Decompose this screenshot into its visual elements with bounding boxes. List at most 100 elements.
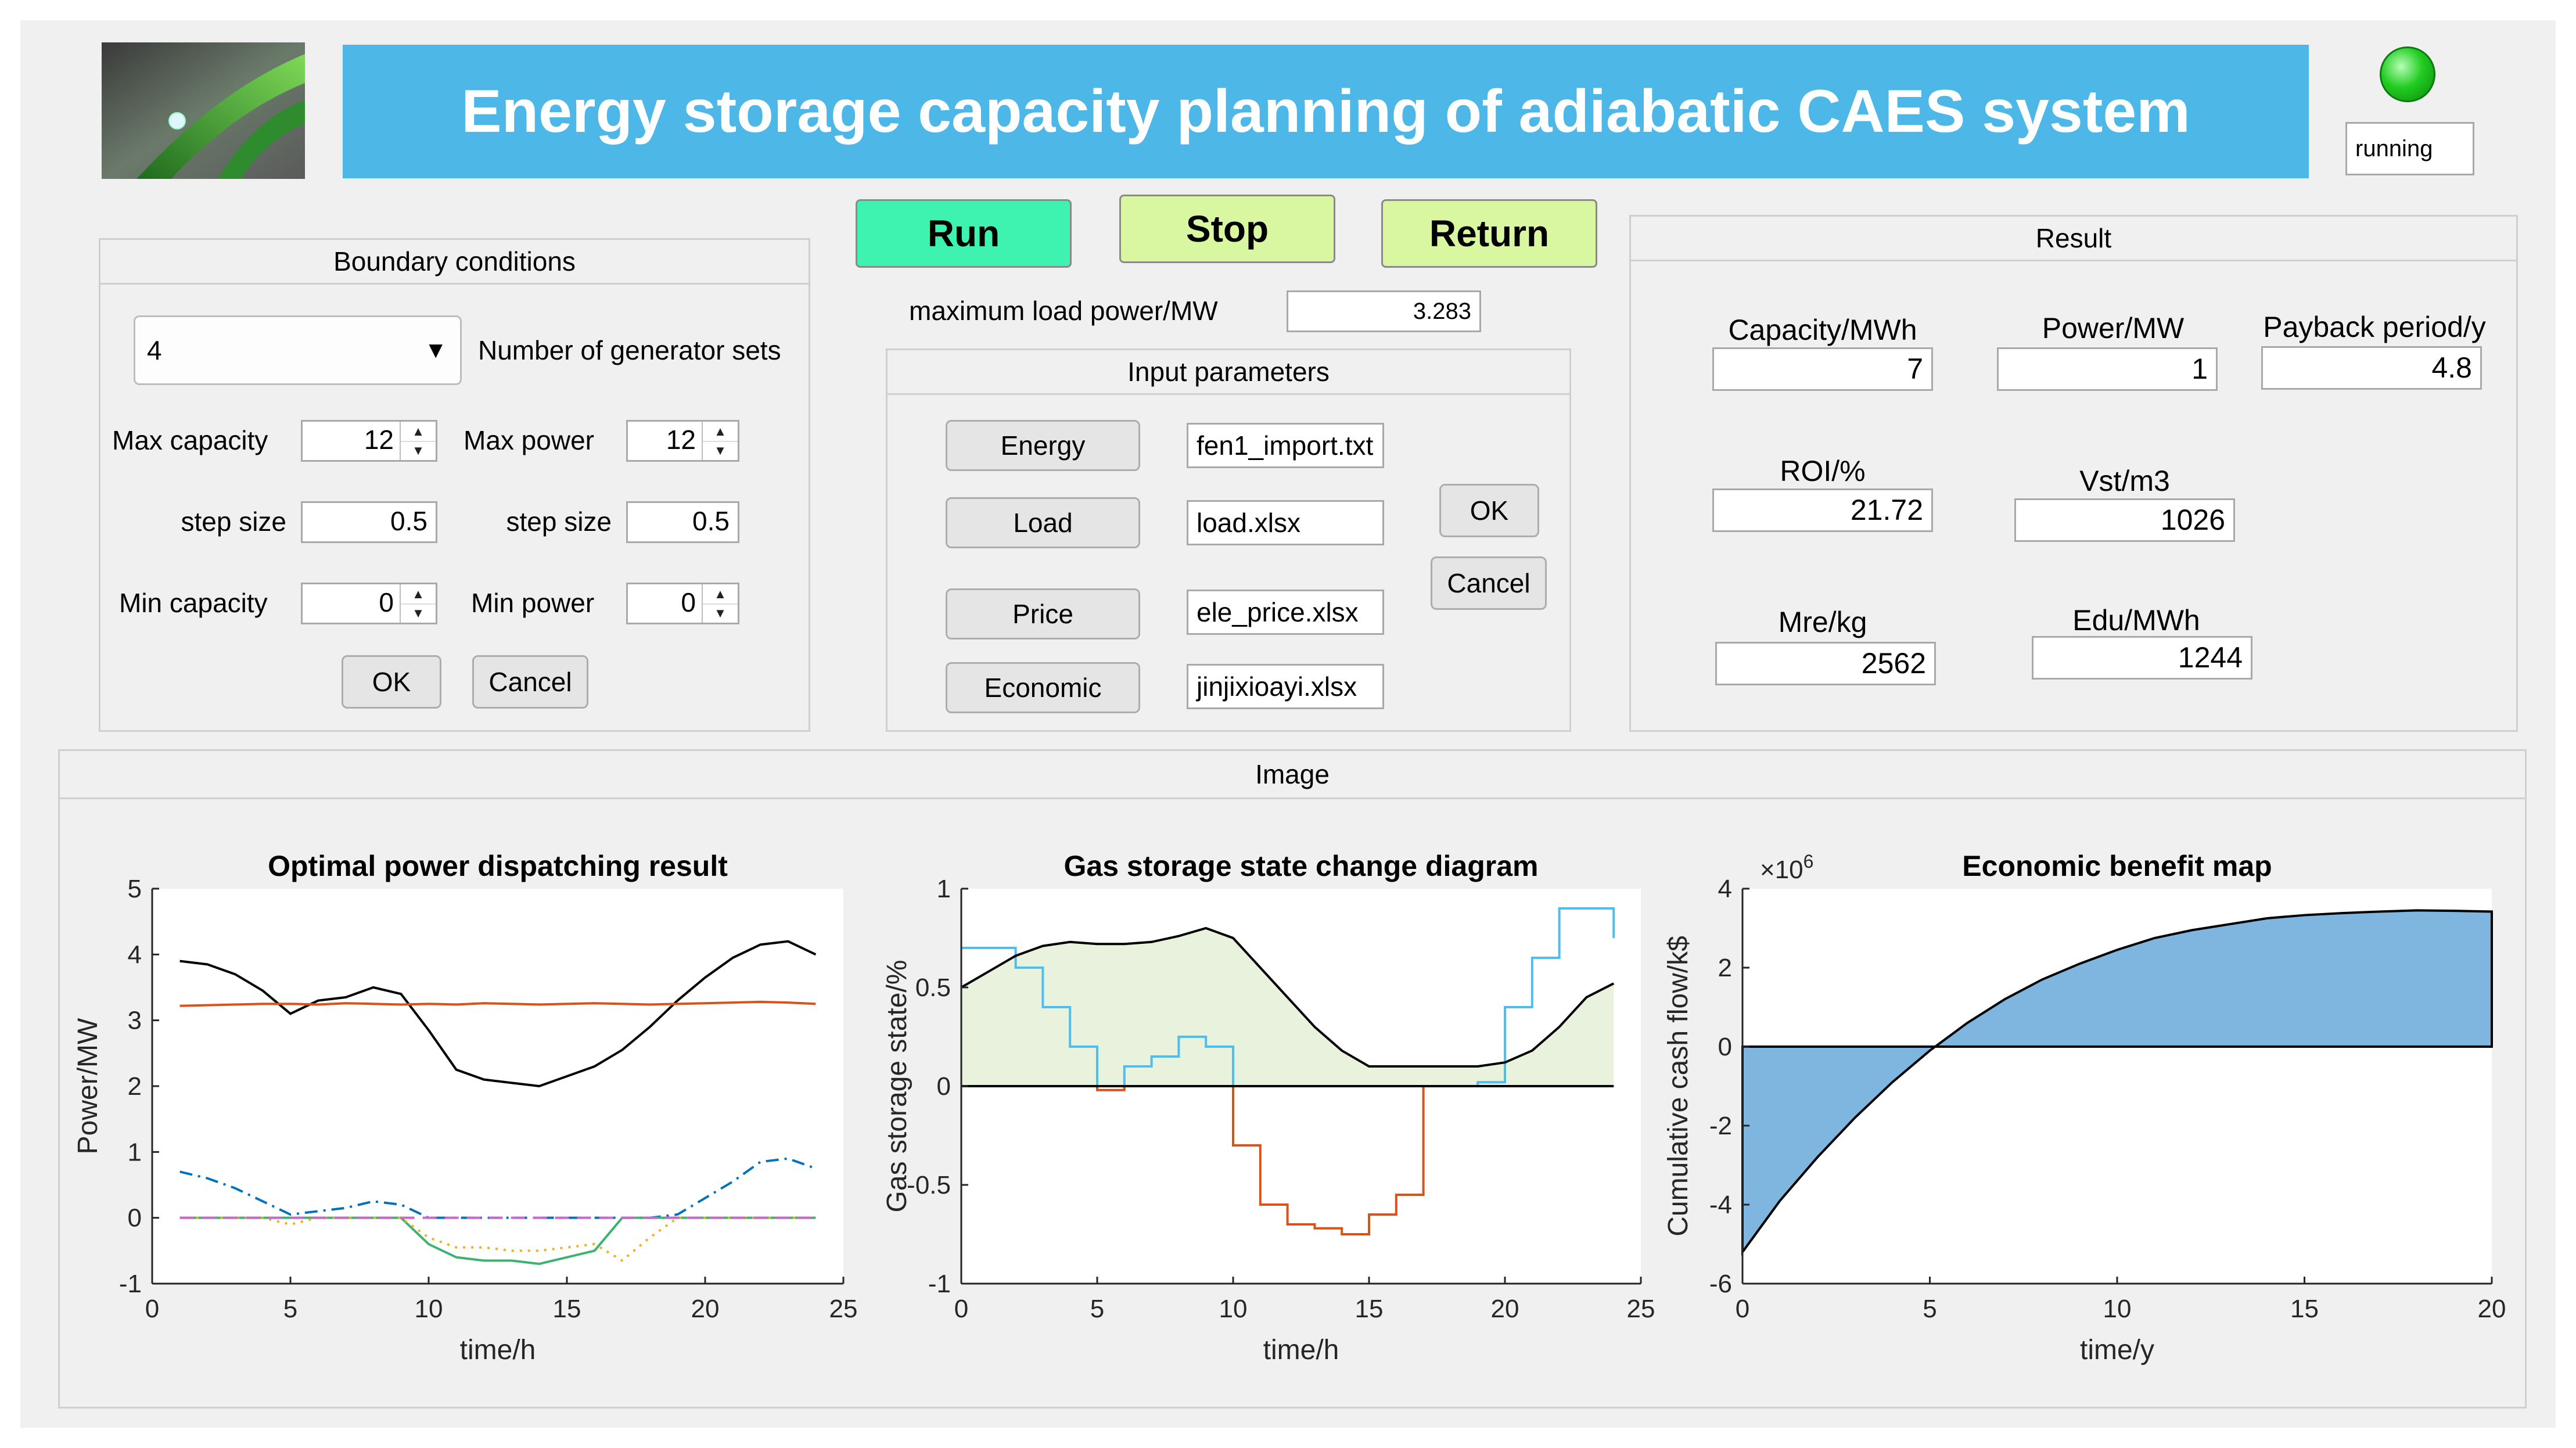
energy-button[interactable]: Energy <box>946 420 1140 471</box>
spinner-up-icon[interactable]: ▲ <box>401 584 436 605</box>
max-load-label: maximum load power/MW <box>909 296 1218 326</box>
input-parameters-title: Input parameters <box>888 350 1569 395</box>
input-ok-button[interactable]: OK <box>1439 484 1539 537</box>
chart-title: Economic benefit map <box>1962 850 2272 882</box>
spinner-down-icon[interactable]: ▼ <box>412 443 425 458</box>
x-tick-label: 25 <box>829 1295 858 1323</box>
plot-area <box>152 889 843 1284</box>
logo-image <box>102 42 305 179</box>
x-axis-label: time/y <box>2080 1335 2154 1366</box>
app-window: Energy storage capacity planning of adia… <box>20 20 2556 1428</box>
max-power-value: 12 <box>666 425 696 455</box>
max-capacity-spinner[interactable]: 12 ▲ ▼ <box>301 420 437 462</box>
x-tick-label: 20 <box>2478 1295 2506 1323</box>
payback-field: 4.8 <box>2261 346 2482 390</box>
x-tick-label: 20 <box>1491 1295 1519 1323</box>
run-button[interactable]: Run <box>856 199 1072 268</box>
chart-title: Gas storage state change diagram <box>1064 850 1539 882</box>
load-file-field[interactable]: load.xlsx <box>1187 500 1384 545</box>
roi-label: ROI/% <box>1780 455 1866 487</box>
load-button[interactable]: Load <box>946 497 1140 548</box>
min-capacity-spinner[interactable]: 0 ▲ ▼ <box>301 583 437 624</box>
energy-file-field[interactable]: fen1_import.txt <box>1187 423 1384 468</box>
y-axis-label: Gas storage state/% <box>882 960 912 1213</box>
series-line-1 <box>179 1000 816 1007</box>
axis-multiplier: ×106 <box>1760 851 1813 884</box>
image-panel-title: Image <box>60 751 2525 799</box>
result-title: Result <box>1631 217 2516 261</box>
max-power-spinner[interactable]: 12 ▲ ▼ <box>626 420 739 462</box>
spinner-down-icon[interactable]: ▼ <box>714 443 727 458</box>
economic-file-field[interactable]: jinjixioayi.xlsx <box>1187 664 1384 709</box>
min-power-spinner[interactable]: 0 ▲ ▼ <box>626 583 739 624</box>
stop-button[interactable]: Stop <box>1119 195 1335 263</box>
payback-label: Payback period/y <box>2263 311 2486 343</box>
x-tick-label: 15 <box>1355 1295 1384 1323</box>
y-tick-label: 0 <box>937 1072 951 1101</box>
chart-title: Optimal power dispatching result <box>268 850 728 882</box>
input-cancel-button[interactable]: Cancel <box>1431 556 1547 610</box>
y-tick-label: 1 <box>937 875 951 903</box>
step-size-power-field[interactable]: 0.5 <box>626 501 739 543</box>
boundary-ok-button[interactable]: OK <box>342 655 441 709</box>
y-tick-label: -2 <box>1709 1112 1732 1140</box>
spinner-up-icon[interactable]: ▲ <box>401 422 436 442</box>
spinner-up-icon[interactable]: ▲ <box>703 584 738 605</box>
x-tick-label: 15 <box>553 1295 581 1323</box>
y-tick-label: 2 <box>1718 954 1732 982</box>
gas-state-line <box>960 926 1615 1068</box>
x-tick-label: 0 <box>954 1295 968 1323</box>
economic-button[interactable]: Economic <box>946 662 1140 713</box>
step-size-label-capacity: step size <box>181 506 286 537</box>
status-field: running <box>2345 122 2474 175</box>
status-light-icon <box>2380 46 2435 102</box>
vst-label: Vst/m3 <box>2079 465 2170 497</box>
max-power-label: Max power <box>464 425 594 455</box>
y-tick-label: 0 <box>128 1204 142 1233</box>
spinner-up-icon[interactable]: ▲ <box>703 422 738 442</box>
max-capacity-label: Max capacity <box>112 425 268 455</box>
x-tick-label: 5 <box>1923 1295 1937 1323</box>
cash-flow-area <box>1741 909 2493 1256</box>
spinner-down-icon[interactable]: ▼ <box>714 606 727 620</box>
generator-sets-dropdown[interactable]: 4 ▼ <box>134 315 462 385</box>
x-tick-label: 10 <box>1219 1295 1248 1323</box>
x-tick-label: 10 <box>415 1295 443 1323</box>
gas-state-area <box>961 928 1614 1086</box>
min-capacity-label: Min capacity <box>119 588 268 618</box>
x-axis-label: time/h <box>1263 1335 1339 1366</box>
price-file-field[interactable]: ele_price.xlsx <box>1187 590 1384 635</box>
title-banner: Energy storage capacity planning of adia… <box>343 45 2309 178</box>
roi-field: 21.72 <box>1712 488 1933 532</box>
capacity-field: 7 <box>1712 347 1933 391</box>
return-button[interactable]: Return <box>1381 199 1597 268</box>
x-tick-label: 25 <box>1627 1295 1655 1323</box>
boundary-cancel-button[interactable]: Cancel <box>472 655 588 709</box>
max-load-field[interactable]: 3.283 <box>1287 290 1481 332</box>
price-button[interactable]: Price <box>946 588 1140 639</box>
y-tick-label: 0.5 <box>915 973 951 1002</box>
y-tick-label: -4 <box>1709 1191 1732 1219</box>
app-title: Energy storage capacity planning of adia… <box>461 78 2190 145</box>
y-tick-label: -1 <box>928 1270 951 1298</box>
x-tick-label: 5 <box>283 1295 297 1323</box>
edu-label: Edu/MWh <box>2072 604 2200 637</box>
edu-field: 1244 <box>2032 636 2252 680</box>
generator-sets-value: 4 <box>147 335 162 365</box>
y-tick-label: 3 <box>128 1007 142 1035</box>
step-size-label-power: step size <box>506 506 612 537</box>
power-label: Power/MW <box>2042 312 2185 344</box>
max-capacity-value: 12 <box>364 425 394 455</box>
min-power-value: 0 <box>681 587 696 617</box>
y-tick-label: -1 <box>119 1270 142 1298</box>
step-size-capacity-field[interactable]: 0.5 <box>301 501 437 543</box>
x-tick-label: 15 <box>2290 1295 2319 1323</box>
result-panel: Result Capacity/MWh 7 Power/MW 1 Payback… <box>1629 215 2518 732</box>
x-tick-label: 10 <box>2103 1295 2132 1323</box>
boundary-conditions-panel: Boundary conditions 4 ▼ Number of genera… <box>99 238 810 732</box>
y-axis-label: Power/MW <box>73 1018 103 1154</box>
series-line-0 <box>179 940 817 1088</box>
spinner-down-icon[interactable]: ▼ <box>412 606 425 620</box>
generator-sets-label: Number of generator sets <box>478 335 781 365</box>
